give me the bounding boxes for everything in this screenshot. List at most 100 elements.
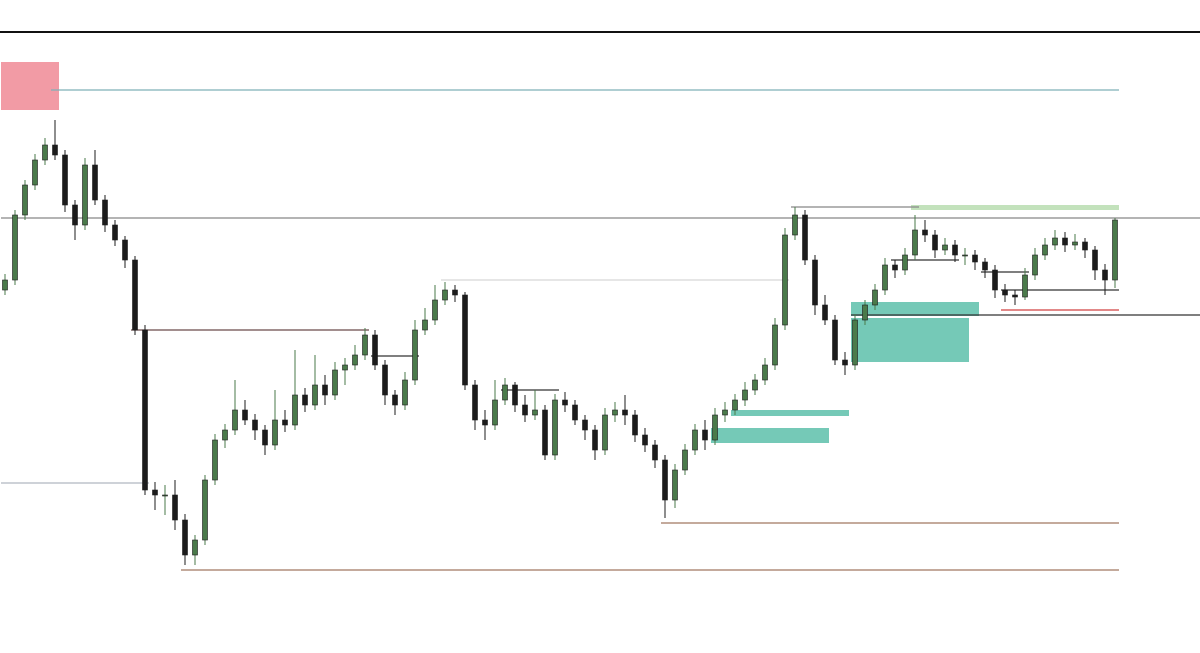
candle-body xyxy=(382,364,388,396)
candle-body xyxy=(422,319,428,331)
candle-body xyxy=(942,244,948,251)
candle-body xyxy=(2,279,8,291)
candle-body xyxy=(42,144,48,161)
candle-body xyxy=(402,379,408,406)
candle-body xyxy=(132,259,138,331)
candle-body xyxy=(762,364,768,381)
zone xyxy=(851,302,979,316)
candle-body xyxy=(92,164,98,201)
candle-body xyxy=(572,404,578,421)
candle-body xyxy=(1112,219,1118,281)
candle-body xyxy=(772,324,778,366)
candle-body xyxy=(22,184,28,216)
candle-body xyxy=(1052,237,1058,246)
candle-body xyxy=(452,289,458,296)
zone xyxy=(1,62,59,110)
candle-body xyxy=(592,429,598,451)
candle-body xyxy=(672,469,678,501)
candle-body xyxy=(292,394,298,426)
candle-body xyxy=(1102,269,1108,281)
candle-body xyxy=(642,434,648,446)
candle-body xyxy=(552,399,558,456)
candle-body xyxy=(312,384,318,406)
candle-body xyxy=(752,379,758,391)
candle-body xyxy=(582,419,588,431)
zone xyxy=(731,410,849,416)
candle-body xyxy=(862,304,868,321)
candle-body xyxy=(412,329,418,381)
candle-body xyxy=(242,409,248,421)
candle-body xyxy=(122,239,128,261)
candle-body xyxy=(732,399,738,411)
candle-body xyxy=(652,444,658,461)
candle-body xyxy=(252,419,258,431)
candle-body xyxy=(1002,289,1008,296)
candle-body xyxy=(702,429,708,441)
candle-body xyxy=(852,319,858,366)
candle-body xyxy=(432,299,438,321)
candle-body xyxy=(112,224,118,241)
candle-body xyxy=(882,264,888,291)
candle-body xyxy=(802,214,808,261)
candle-body xyxy=(272,419,278,446)
candle-body xyxy=(32,159,38,186)
candle-body xyxy=(262,429,268,446)
candle-body xyxy=(1032,254,1038,276)
candle-body xyxy=(322,384,328,396)
candle-body xyxy=(832,319,838,361)
candle-body xyxy=(692,429,698,451)
candle-body xyxy=(502,384,508,401)
candle-body xyxy=(72,204,78,226)
candle-body xyxy=(532,409,538,416)
candle-body xyxy=(12,214,18,281)
candle-body xyxy=(472,384,478,421)
candle-body xyxy=(562,399,568,406)
candle-body xyxy=(932,234,938,251)
candle-body xyxy=(682,449,688,471)
candle-body xyxy=(872,289,878,306)
candle-body xyxy=(602,414,608,451)
candle-body xyxy=(232,409,238,431)
candle-body xyxy=(102,199,108,226)
candle-body xyxy=(172,494,178,521)
candle-body xyxy=(662,459,668,501)
candle-body xyxy=(282,419,288,426)
candle-body xyxy=(902,254,908,271)
candle-body xyxy=(612,409,618,416)
candle-body xyxy=(1082,241,1088,251)
candle-body xyxy=(52,144,58,156)
candle-body xyxy=(542,409,548,456)
candle-body xyxy=(1072,241,1078,246)
candle-body xyxy=(222,429,228,441)
candle-body xyxy=(352,354,358,366)
candle-body xyxy=(1012,294,1018,298)
zone xyxy=(911,205,1119,210)
candle-body xyxy=(722,409,728,416)
candle-body xyxy=(202,479,208,541)
zone xyxy=(851,318,969,362)
candle-body xyxy=(972,254,978,263)
candle-body xyxy=(392,394,398,406)
candle-body xyxy=(792,214,798,236)
candle-body xyxy=(522,404,528,416)
candle-body xyxy=(912,229,918,256)
candle-body xyxy=(1092,249,1098,271)
candle-body xyxy=(812,259,818,306)
candle-body xyxy=(962,254,968,257)
candle-body xyxy=(162,494,168,497)
candle-body xyxy=(332,369,338,396)
candle-body xyxy=(512,384,518,406)
candle-body xyxy=(922,229,928,236)
candle-body xyxy=(372,334,378,366)
candle-body xyxy=(842,359,848,366)
candle-body xyxy=(82,164,88,226)
candle-body xyxy=(742,389,748,401)
candle-body xyxy=(1022,274,1028,298)
candle-body xyxy=(782,234,788,326)
candle-body xyxy=(62,154,68,206)
candle-body xyxy=(142,329,148,491)
candle-body xyxy=(982,261,988,271)
candle-body xyxy=(442,289,448,301)
